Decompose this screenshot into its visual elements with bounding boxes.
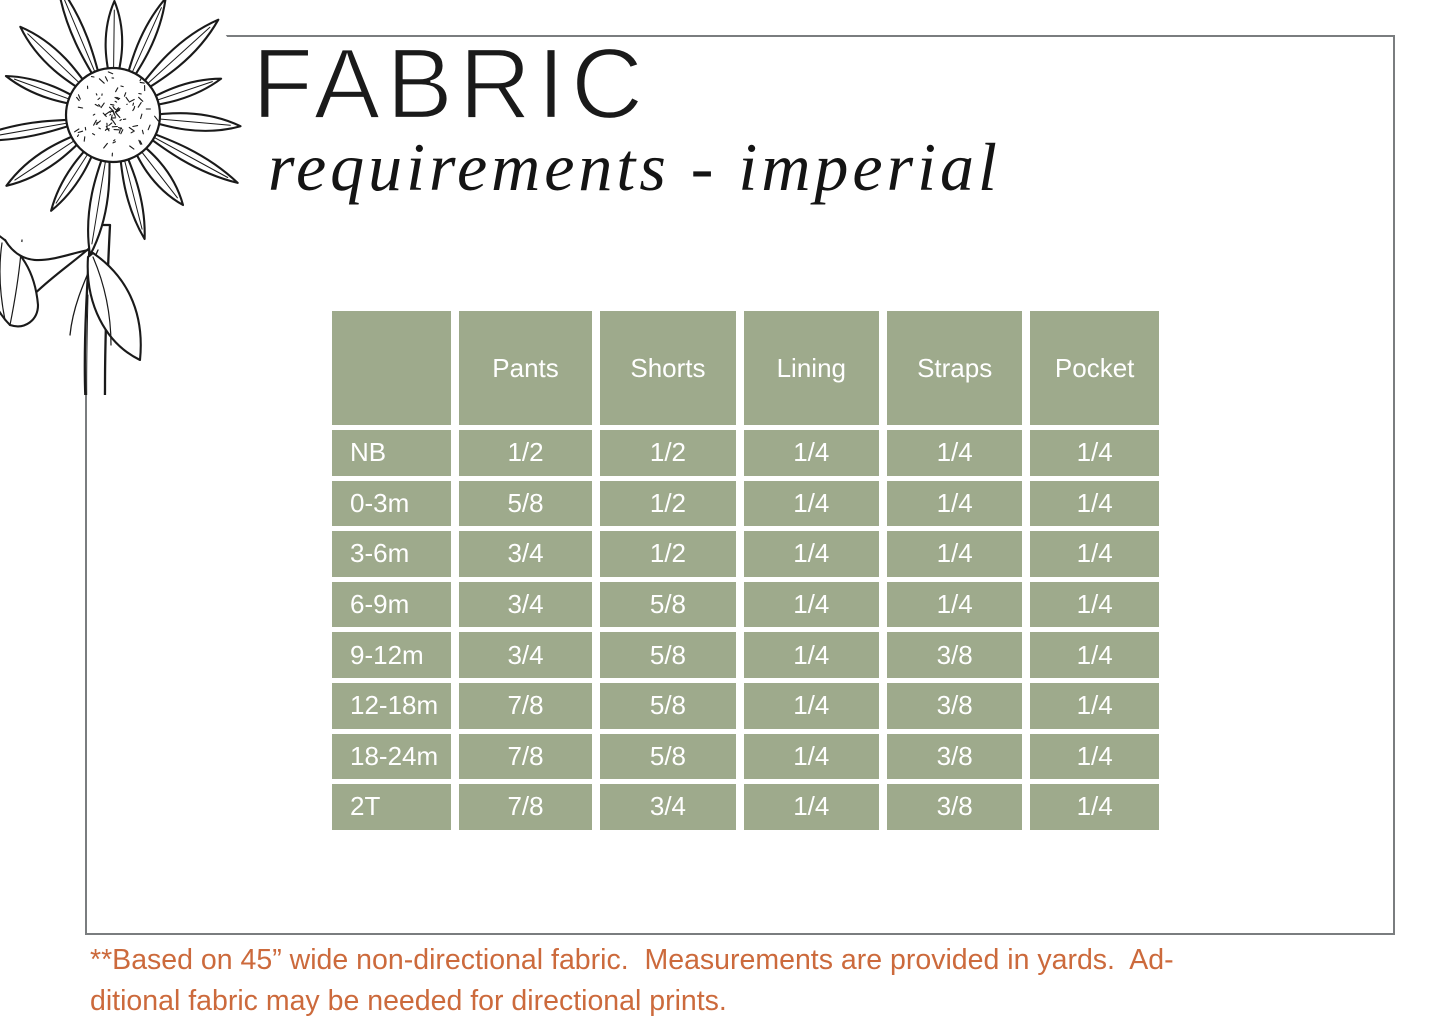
svg-text:requirements - imperial: requirements - imperial xyxy=(268,129,1001,205)
